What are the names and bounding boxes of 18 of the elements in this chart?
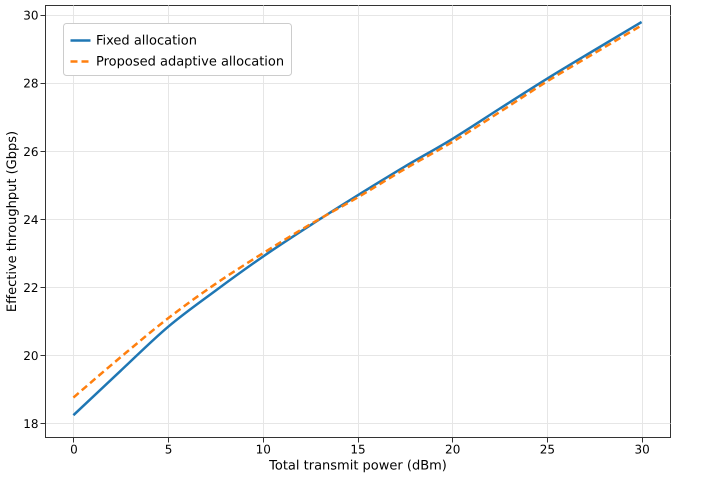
y-tick-label: 24 [23, 212, 38, 227]
legend-label: Fixed allocation [96, 34, 197, 48]
y-axis-title: Effective throughput (Gbps) [5, 130, 20, 312]
x-tick-label: 0 [70, 442, 78, 456]
y-tick-label: 20 [23, 348, 38, 363]
x-axis-title: Total transmit power (dBm) [268, 458, 447, 474]
x-tick-label: 5 [164, 442, 172, 456]
x-tick-label: 10 [256, 442, 271, 456]
y-tick-label: 30 [23, 8, 38, 23]
x-tick-label: 30 [634, 442, 650, 456]
y-tick-label: 22 [23, 280, 38, 295]
y-tick-label: 18 [23, 416, 38, 431]
x-tick-label: 20 [445, 442, 460, 456]
x-tick-label: 25 [540, 442, 556, 456]
x-tick-label: 15 [350, 442, 366, 456]
legend-label: Proposed adaptive allocation [96, 54, 284, 70]
y-tick-label: 28 [23, 76, 38, 91]
y-tick-label: 26 [23, 144, 38, 159]
